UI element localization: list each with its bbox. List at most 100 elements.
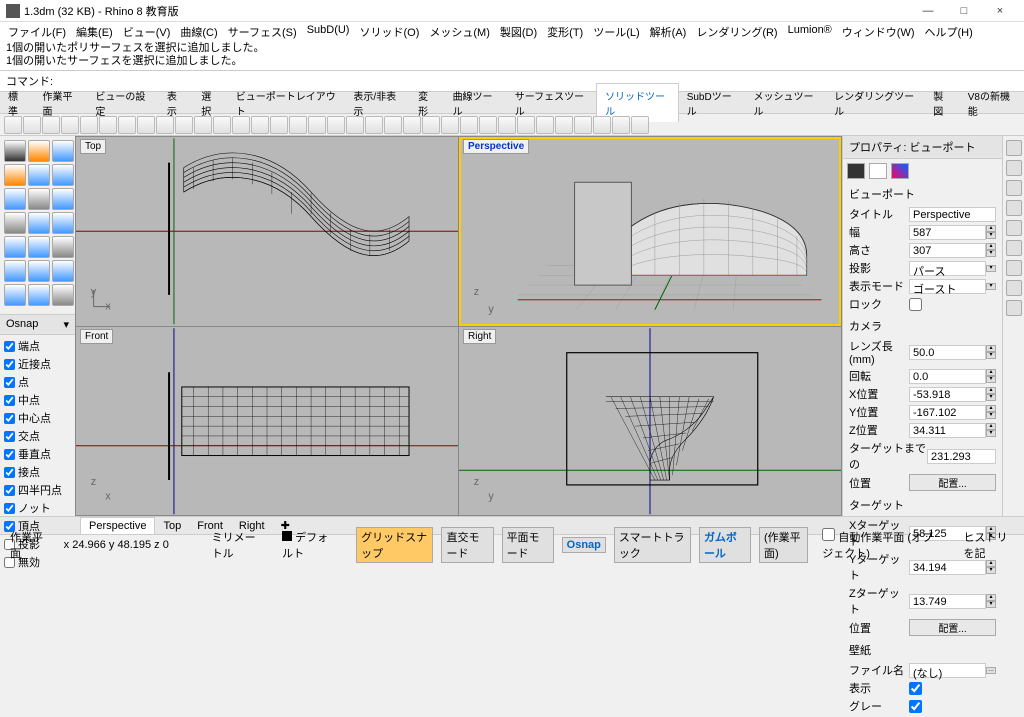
toolbar-button[interactable]	[289, 116, 307, 134]
tool-button[interactable]	[52, 236, 74, 258]
toolbar-button[interactable]	[42, 116, 60, 134]
toolbar-button[interactable]	[593, 116, 611, 134]
menu-item[interactable]: サーフェス(S)	[224, 22, 301, 40]
prop-title[interactable]: Perspective	[909, 207, 996, 222]
tab[interactable]: メッシュツール	[746, 84, 827, 122]
panel-menu-icon[interactable]: ▾	[63, 318, 69, 331]
tool-button[interactable]	[52, 188, 74, 210]
prop-height[interactable]: 307	[909, 243, 986, 258]
side-tool[interactable]	[1006, 260, 1022, 276]
osnap-checkbox[interactable]	[4, 413, 15, 424]
toolbar-button[interactable]	[156, 116, 174, 134]
toolbar-button[interactable]	[175, 116, 193, 134]
menu-item[interactable]: ツール(L)	[589, 22, 643, 40]
prop-ypos[interactable]: -167.102	[909, 405, 986, 420]
maximize-button[interactable]: □	[946, 5, 982, 17]
prop-wallpaper-gray[interactable]	[909, 700, 922, 713]
tool-button[interactable]	[28, 284, 50, 306]
side-tool[interactable]	[1006, 160, 1022, 176]
prop-target-dist[interactable]: 231.293	[927, 449, 996, 464]
menu-item[interactable]: 曲線(C)	[176, 22, 221, 40]
toolbar-button[interactable]	[61, 116, 79, 134]
settings-icon[interactable]	[891, 163, 909, 179]
tool-button[interactable]	[4, 260, 26, 282]
tool-button[interactable]	[52, 260, 74, 282]
tool-button[interactable]	[28, 164, 50, 186]
toolbar-button[interactable]	[194, 116, 212, 134]
side-tool[interactable]	[1006, 200, 1022, 216]
prop-lock[interactable]	[909, 298, 922, 311]
prop-displaymode[interactable]: ゴースト	[909, 279, 986, 294]
toolbar-button[interactable]	[270, 116, 288, 134]
menu-item[interactable]: ヘルプ(H)	[921, 22, 977, 40]
material-icon[interactable]	[869, 163, 887, 179]
status-cplane[interactable]: 作業平面	[4, 527, 50, 563]
viewport-perspective[interactable]: Perspective	[459, 137, 841, 326]
tab[interactable]: レンダリングツール	[826, 84, 925, 122]
osnap-checkbox[interactable]	[4, 431, 15, 442]
toolbar-button[interactable]	[137, 116, 155, 134]
toolbar-button[interactable]	[612, 116, 630, 134]
menu-item[interactable]: Lumion®	[784, 22, 836, 40]
toolbar-button[interactable]	[4, 116, 22, 134]
toolbar-button[interactable]	[80, 116, 98, 134]
osnap-checkbox[interactable]	[4, 377, 15, 388]
prop-rotation[interactable]: 0.0	[909, 369, 986, 384]
toolbar-button[interactable]	[365, 116, 383, 134]
status-planar[interactable]: 平面モード	[502, 527, 554, 563]
camera-icon[interactable]	[847, 163, 865, 179]
side-tool[interactable]	[1006, 180, 1022, 196]
prop-ztarget[interactable]: 13.749	[909, 594, 986, 609]
prop-wallpaper-file[interactable]: (なし)	[909, 663, 986, 678]
tool-button[interactable]	[28, 188, 50, 210]
menu-item[interactable]: ファイル(F)	[4, 22, 70, 40]
menu-item[interactable]: 解析(A)	[646, 22, 691, 40]
side-tool[interactable]	[1006, 140, 1022, 156]
viewport-top[interactable]: Top y x	[76, 137, 458, 326]
toolbar-button[interactable]	[555, 116, 573, 134]
prop-projection[interactable]: パース	[909, 261, 986, 276]
prop-lens[interactable]: 50.0	[909, 345, 986, 360]
menu-item[interactable]: ソリッド(O)	[355, 22, 423, 40]
viewport-tab[interactable]: Top	[155, 518, 189, 534]
osnap-checkbox[interactable]	[4, 359, 15, 370]
tool-button[interactable]	[28, 236, 50, 258]
menu-item[interactable]: メッシュ(M)	[425, 22, 494, 40]
toolbar-button[interactable]	[384, 116, 402, 134]
tool-button[interactable]	[52, 284, 74, 306]
status-cplane-mode[interactable]: (作業平面)	[759, 527, 808, 563]
tab[interactable]: V8の新機能	[960, 84, 1024, 122]
tool-button[interactable]	[4, 140, 26, 162]
toolbar-button[interactable]	[403, 116, 421, 134]
toolbar-button[interactable]	[308, 116, 326, 134]
toolbar-button[interactable]	[118, 116, 136, 134]
menu-item[interactable]: レンダリング(R)	[692, 22, 781, 40]
toolbar-button[interactable]	[536, 116, 554, 134]
toolbar-button[interactable]	[441, 116, 459, 134]
side-tool[interactable]	[1006, 280, 1022, 296]
close-button[interactable]: ×	[982, 5, 1018, 17]
menu-item[interactable]: SubD(U)	[303, 22, 354, 40]
viewport-front[interactable]: Front zx	[76, 327, 458, 516]
menu-item[interactable]: 編集(E)	[72, 22, 117, 40]
osnap-checkbox[interactable]	[4, 485, 15, 496]
tool-button[interactable]	[4, 212, 26, 234]
menu-item[interactable]: ウィンドウ(W)	[838, 22, 919, 40]
status-osnap[interactable]: Osnap	[562, 537, 606, 553]
viewport-tab[interactable]: Perspective	[80, 517, 155, 534]
place-target-button[interactable]: 配置...	[909, 619, 996, 636]
tool-button[interactable]	[52, 140, 74, 162]
status-autocplane-check[interactable]	[822, 528, 835, 541]
viewport-right[interactable]: Right zy	[459, 327, 841, 516]
tab[interactable]: 製図	[925, 84, 959, 122]
tool-button[interactable]	[4, 188, 26, 210]
menu-item[interactable]: ビュー(V)	[119, 22, 175, 40]
tool-button[interactable]	[28, 212, 50, 234]
status-history[interactable]: ヒストリを記	[958, 527, 1020, 563]
tool-button[interactable]	[28, 140, 50, 162]
toolbar-button[interactable]	[574, 116, 592, 134]
toolbar-button[interactable]	[460, 116, 478, 134]
side-tool[interactable]	[1006, 220, 1022, 236]
side-tool[interactable]	[1006, 300, 1022, 316]
tab[interactable]: SubDツール	[679, 84, 746, 122]
